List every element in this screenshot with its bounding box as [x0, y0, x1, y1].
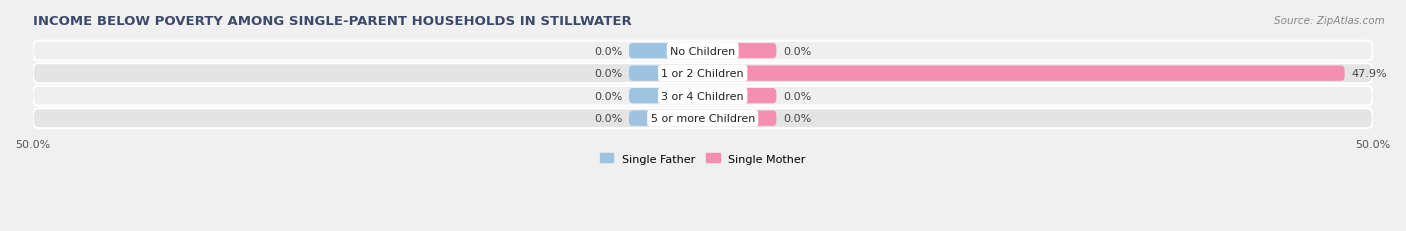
- Text: 5 or more Children: 5 or more Children: [651, 114, 755, 124]
- FancyBboxPatch shape: [703, 111, 776, 126]
- Text: 1 or 2 Children: 1 or 2 Children: [661, 69, 744, 79]
- Text: 3 or 4 Children: 3 or 4 Children: [661, 91, 744, 101]
- FancyBboxPatch shape: [32, 86, 1372, 106]
- FancyBboxPatch shape: [628, 89, 703, 104]
- Text: 0.0%: 0.0%: [595, 91, 623, 101]
- FancyBboxPatch shape: [628, 111, 703, 126]
- Legend: Single Father, Single Mother: Single Father, Single Mother: [595, 149, 810, 168]
- Text: 0.0%: 0.0%: [595, 69, 623, 79]
- FancyBboxPatch shape: [628, 44, 703, 59]
- FancyBboxPatch shape: [32, 109, 1372, 129]
- Text: INCOME BELOW POVERTY AMONG SINGLE-PARENT HOUSEHOLDS IN STILLWATER: INCOME BELOW POVERTY AMONG SINGLE-PARENT…: [32, 15, 631, 28]
- FancyBboxPatch shape: [703, 66, 1344, 82]
- Text: 0.0%: 0.0%: [783, 91, 811, 101]
- Text: Source: ZipAtlas.com: Source: ZipAtlas.com: [1274, 16, 1385, 26]
- Text: 0.0%: 0.0%: [595, 46, 623, 56]
- FancyBboxPatch shape: [32, 42, 1372, 61]
- FancyBboxPatch shape: [703, 89, 776, 104]
- Text: 0.0%: 0.0%: [783, 114, 811, 124]
- Text: 0.0%: 0.0%: [595, 114, 623, 124]
- Text: 47.9%: 47.9%: [1351, 69, 1386, 79]
- FancyBboxPatch shape: [628, 66, 703, 82]
- Text: No Children: No Children: [671, 46, 735, 56]
- FancyBboxPatch shape: [32, 64, 1372, 84]
- Text: 0.0%: 0.0%: [783, 46, 811, 56]
- FancyBboxPatch shape: [703, 44, 776, 59]
